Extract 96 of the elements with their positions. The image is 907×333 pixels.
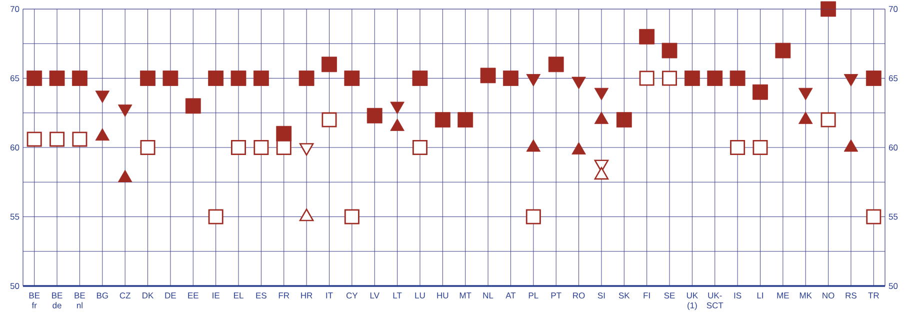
x-tick-label: SI: [598, 292, 605, 299]
point: [639, 70, 654, 86]
point: [548, 56, 564, 72]
x-tick-label: LT: [393, 292, 402, 298]
x-tick-label: MK: [800, 292, 812, 298]
x-tick-label: RS: [846, 292, 856, 299]
x-tick-label: SK: [618, 292, 630, 299]
point: [162, 70, 178, 86]
x-tick-label: IT: [326, 292, 333, 298]
point: [866, 209, 882, 224]
point: [639, 29, 655, 44]
y-tick-label: 60: [10, 144, 20, 150]
x-tick-label: FR: [278, 292, 290, 298]
point: [752, 84, 768, 100]
point: [480, 68, 496, 84]
point: [26, 70, 42, 86]
point: [49, 70, 65, 86]
x-tick-label: EE: [188, 292, 198, 298]
point: [684, 70, 700, 86]
x-tick-label: FI: [644, 292, 650, 298]
x-tick-label: LI: [757, 292, 763, 298]
x-tick-label: HU: [437, 292, 448, 298]
point: [50, 132, 65, 147]
point: [253, 70, 269, 86]
x-tick-label: TR: [868, 292, 879, 298]
point: [276, 140, 292, 155]
y2-tick-label: 70: [888, 6, 898, 12]
point: [208, 70, 224, 86]
point: [298, 70, 314, 86]
point: [231, 140, 246, 155]
y2-tick-label: 50: [888, 283, 898, 289]
x-tick-label: MT: [460, 292, 472, 298]
x-tick-label: CY: [346, 292, 358, 299]
point: [72, 70, 88, 86]
point: [185, 98, 201, 114]
x-tick-label: UK (1): [686, 292, 698, 310]
x-tick-label: EL: [234, 292, 244, 298]
point: [662, 70, 678, 86]
x-tick-label: BE fr: [29, 292, 40, 308]
point: [730, 70, 746, 86]
x-tick-label: ME: [777, 292, 789, 298]
point: [775, 42, 791, 58]
point: [616, 112, 632, 128]
point: [434, 112, 450, 128]
point: [503, 70, 518, 86]
point: [344, 209, 360, 224]
y2-tick-label: 60: [888, 144, 898, 150]
point: [140, 140, 156, 155]
point: [752, 140, 768, 155]
point: [366, 108, 382, 124]
point: [866, 70, 882, 86]
x-tick-label: PT: [551, 292, 562, 298]
x-tick-label: CZ: [120, 292, 130, 299]
point: [820, 1, 836, 17]
x-tick-label: RO: [573, 292, 585, 299]
point: [322, 112, 337, 128]
point: [662, 42, 678, 58]
point: [412, 140, 428, 155]
x-tick-label: BE nl: [74, 292, 85, 308]
point: [730, 140, 746, 155]
x-tick-label: DE: [165, 292, 176, 298]
x-tick-label: ES: [256, 292, 266, 299]
x-tick-label: BG: [96, 292, 108, 299]
x-tick-label: NL: [483, 292, 494, 298]
x-tick-label: IE: [212, 292, 220, 298]
point: [344, 70, 360, 86]
x-tick-label: DK: [142, 292, 154, 298]
point: [26, 132, 42, 147]
point: [208, 209, 224, 224]
y-tick-label: 65: [10, 75, 20, 82]
x-tick-label: AT: [506, 292, 516, 298]
x-tick-label: NO: [822, 292, 834, 299]
point: [707, 70, 723, 86]
x-tick-label: LU: [415, 292, 425, 298]
point: [412, 70, 428, 86]
x-tick-label: HR: [301, 292, 312, 298]
y2-tick-label: 65: [888, 75, 898, 82]
x-tick-label: IS: [734, 292, 742, 299]
x-tick-label: BE de: [52, 292, 62, 308]
point: [526, 209, 541, 224]
point: [276, 126, 292, 142]
x-tick-label: SE: [664, 292, 675, 299]
y-tick-label: 50: [10, 283, 20, 289]
y-tick-label: 55: [10, 214, 20, 220]
point: [72, 132, 88, 147]
point: [230, 70, 246, 86]
point: [254, 140, 269, 155]
y2-tick-label: 55: [888, 214, 898, 220]
point: [458, 112, 474, 128]
x-tick-label: PL: [528, 292, 538, 298]
y-tick-label: 70: [10, 6, 20, 12]
point: [140, 70, 156, 86]
x-tick-label: UK-SCT: [706, 292, 724, 308]
point: [322, 56, 337, 72]
point: [820, 112, 836, 128]
x-tick-label: LV: [370, 292, 380, 298]
